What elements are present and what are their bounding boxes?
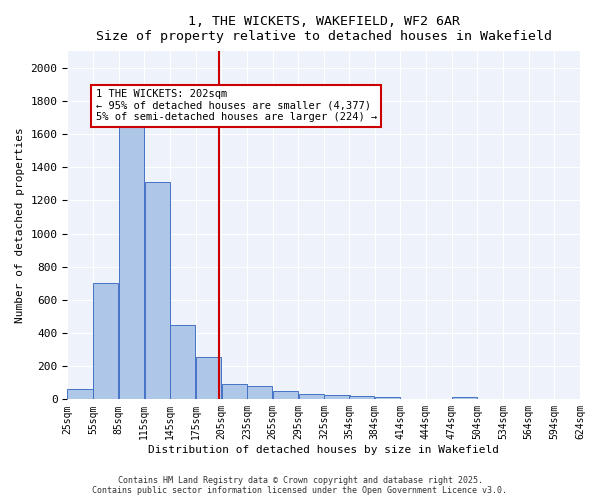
- Bar: [349, 396, 374, 400]
- Text: Contains HM Land Registry data © Crown copyright and database right 2025.
Contai: Contains HM Land Registry data © Crown c…: [92, 476, 508, 495]
- Bar: [196, 357, 221, 400]
- Bar: [93, 284, 118, 400]
- Bar: [273, 391, 298, 400]
- Bar: [375, 397, 400, 400]
- Bar: [221, 384, 247, 400]
- Bar: [299, 394, 324, 400]
- Bar: [324, 395, 350, 400]
- Bar: [452, 397, 477, 400]
- Bar: [247, 386, 272, 400]
- Bar: [67, 389, 93, 400]
- Bar: [170, 324, 196, 400]
- X-axis label: Distribution of detached houses by size in Wakefield: Distribution of detached houses by size …: [148, 445, 499, 455]
- Title: 1, THE WICKETS, WAKEFIELD, WF2 6AR
Size of property relative to detached houses : 1, THE WICKETS, WAKEFIELD, WF2 6AR Size …: [95, 15, 551, 43]
- Y-axis label: Number of detached properties: Number of detached properties: [15, 128, 25, 323]
- Bar: [400, 398, 426, 400]
- Bar: [145, 182, 170, 400]
- Bar: [119, 124, 144, 400]
- Text: 1 THE WICKETS: 202sqm
← 95% of detached houses are smaller (4,377)
5% of semi-de: 1 THE WICKETS: 202sqm ← 95% of detached …: [95, 89, 377, 122]
